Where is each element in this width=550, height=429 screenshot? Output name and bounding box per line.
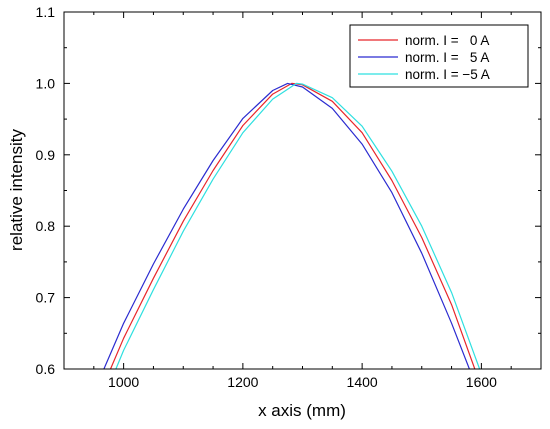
- y-tick-label: 1.0: [36, 75, 56, 91]
- y-tick-label: 0.7: [36, 290, 56, 306]
- series-line-1: [109, 82, 476, 369]
- x-tick-label: 1000: [108, 374, 139, 390]
- legend: norm. I = 0 A norm. I = 5 A norm. I = −5 A: [349, 24, 529, 88]
- x-tick-label: 1600: [466, 374, 497, 390]
- series-line-3: [115, 82, 481, 369]
- y-axis: 0.6 0.7 0.8 0.9 1.0 1.1: [36, 4, 541, 377]
- legend-label-3: norm. I = −5 A: [405, 67, 490, 82]
- legend-label-2: norm. I = 5 A: [405, 50, 489, 65]
- x-axis-label: x axis (mm): [258, 401, 346, 420]
- y-tick-label: 0.6: [36, 361, 56, 377]
- series-line-2: [103, 82, 470, 369]
- y-tick-label: 0.9: [36, 147, 56, 163]
- plot-area: [103, 82, 481, 369]
- legend-label-1: norm. I = 0 A: [405, 33, 489, 48]
- y-axis-label: relative intensity: [7, 129, 26, 251]
- x-tick-label: 1400: [347, 374, 378, 390]
- legend-box: [349, 24, 529, 88]
- x-axis: 1000 1200 1400 1600: [63, 12, 542, 390]
- x-tick-label: 1200: [227, 374, 258, 390]
- y-tick-label: 0.8: [36, 218, 56, 234]
- y-tick-label: 1.1: [36, 4, 56, 20]
